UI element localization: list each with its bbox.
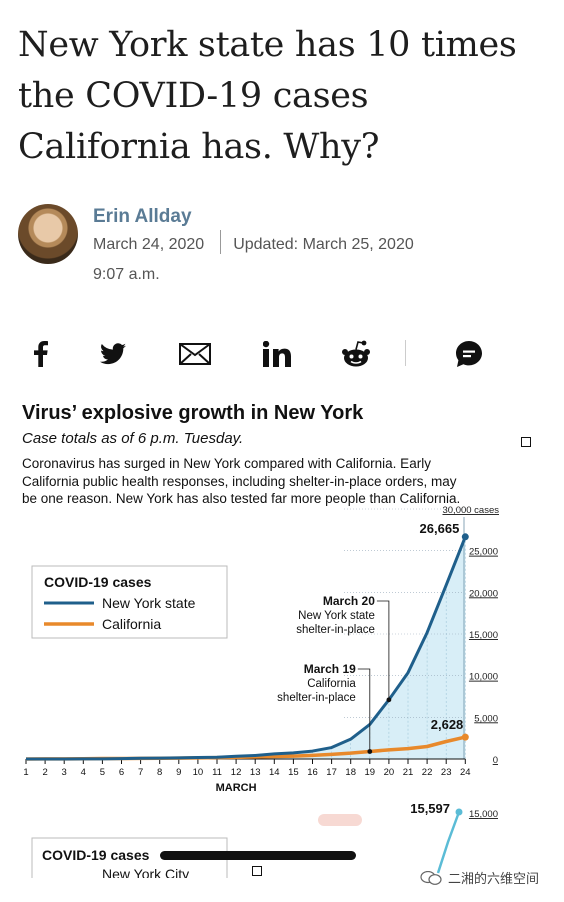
x-tick-label: 21 [403, 767, 414, 778]
x-tick-label: 5 [100, 767, 105, 778]
x-tick-label: 12 [231, 767, 242, 778]
annotation-point-ca [367, 749, 373, 754]
x-tick-label: 7 [138, 767, 143, 778]
nyc-end-label: 15,597 [410, 801, 450, 816]
ny-ca-line-chart: 0 5,000 10,000 15,000 20,000 25,000 30,000 cas… [23, 505, 499, 878]
x-tick-label: 13 [250, 767, 261, 778]
x-tick-label: 14 [269, 767, 280, 778]
x-tick-label: 11 [212, 767, 222, 778]
nyc-line [436, 811, 461, 874]
share-divider [405, 340, 406, 366]
share-bar [24, 336, 494, 372]
x-tick-label: 22 [422, 767, 433, 778]
x-tick-label: 4 [81, 767, 86, 778]
annotation-leader-ny [376, 600, 390, 700]
author-name[interactable]: Erin Allday [93, 206, 192, 227]
graphic-subtitle: Case totals as of 6 p.m. Tuesday. [22, 430, 244, 447]
author-avatar[interactable] [18, 204, 78, 264]
x-tick-label: 23 [441, 767, 452, 778]
watermark-text: 二湘的六维空间 [448, 871, 540, 886]
chat-bubbles-icon [420, 870, 442, 885]
x-tick-label: 8 [157, 767, 162, 778]
x-tick-label: 20 [384, 767, 395, 778]
ny-end-label: 26,665 [420, 521, 460, 536]
graphic-description: Coronavirus has surged in New York compa… [22, 456, 461, 506]
x-tick-label: 3 [62, 767, 67, 778]
watermark: 二湘的六维空间 [420, 868, 539, 887]
selection-handle[interactable] [252, 866, 262, 876]
new-york-line [26, 536, 467, 761]
x-tick-label: 17 [326, 767, 337, 778]
legend-ny-label: New York state [102, 595, 196, 611]
y-tick-label: 5,000 [474, 713, 498, 724]
x-tick-label: 15 [288, 767, 299, 778]
legend-title-2: COVID-19 cases [42, 847, 150, 863]
legend-title: COVID-19 cases [44, 574, 152, 590]
ca-end-label: 2,628 [431, 717, 464, 732]
ny-area-fill [26, 536, 466, 759]
annotation-ca-line: California [307, 678, 356, 690]
x-axis-label: MARCH [216, 782, 257, 794]
publish-time: 9:07 a.m. [93, 266, 160, 283]
x-tick-label: 9 [176, 767, 181, 778]
y-tick-label: 15,000 [469, 630, 498, 641]
y-tick-label: 30,000 cases [442, 505, 499, 516]
annotation-leader-ca [357, 668, 371, 752]
x-tick-label: 1 [23, 767, 28, 778]
home-indicator[interactable] [160, 851, 356, 860]
reddit-icon[interactable] [340, 336, 372, 372]
graphic-title: Virus’ explosive growth in New York [22, 402, 364, 424]
linkedin-icon[interactable] [262, 336, 292, 372]
date-line: March 24, 2020 Updated: March 25, 2020 [93, 230, 414, 254]
y-tick-label: 20,000 [469, 588, 498, 599]
x-tick-label: 16 [307, 767, 318, 778]
email-icon[interactable] [178, 336, 212, 372]
twitter-icon[interactable] [98, 336, 128, 372]
selection-handle[interactable] [521, 437, 531, 447]
x-tick-label: 18 [345, 767, 356, 778]
annotation-ca-line: shelter-in-place [277, 692, 356, 704]
annotation-ca-line: March 19 [304, 662, 356, 676]
covid-graphic: Virus’ explosive growth in New York Case… [14, 398, 552, 878]
legend-ca-label: California [102, 616, 161, 632]
ca-end-point [461, 733, 469, 741]
x-tick-label: 19 [365, 767, 376, 778]
x-tick-label: 10 [193, 767, 204, 778]
y-tick-label: 0 [493, 755, 498, 766]
facebook-icon[interactable] [24, 336, 58, 372]
article-headline: New York state has 10 times the COVID-19… [18, 25, 517, 167]
nyc-y-tick-label: 15,000 [469, 809, 498, 820]
annotation-point-ny [386, 697, 392, 703]
x-tick-label: 2 [42, 767, 47, 778]
x-tick-label: 6 [119, 767, 124, 778]
x-tick-label: 24 [460, 767, 471, 778]
y-tick-label: 25,000 [469, 547, 498, 558]
annotation-ny-line: New York state [298, 610, 375, 622]
date-separator [220, 230, 222, 254]
blurred-mark [318, 814, 362, 826]
publish-date: March 24, 2020 [93, 236, 205, 254]
legend-nyc-label: New York City [102, 866, 189, 878]
y-tick-label: 10,000 [469, 672, 498, 683]
ny-end-point [461, 533, 469, 541]
byline: Erin Allday March 24, 2020 Updated: March… [18, 204, 548, 284]
annotation-ny-line: shelter-in-place [296, 624, 375, 636]
comment-icon[interactable] [454, 336, 484, 372]
annotation-ny-line: March 20 [323, 594, 375, 608]
updated-date: Updated: March 25, 2020 [233, 236, 414, 254]
